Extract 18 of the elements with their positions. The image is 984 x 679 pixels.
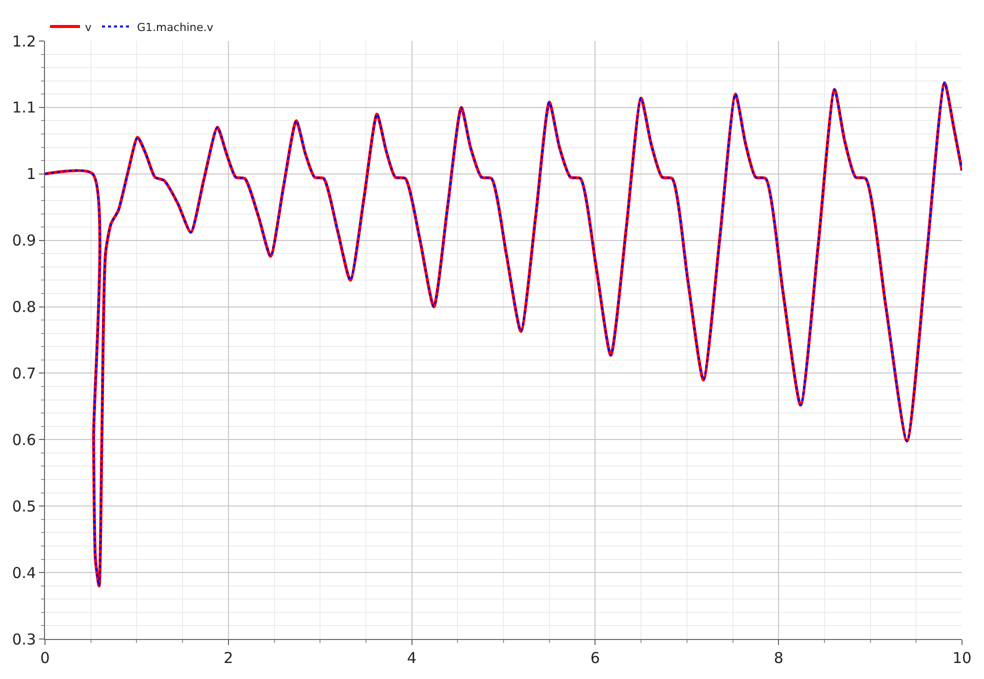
x-tick-label: 6 [590,649,600,667]
y-tick-label: 1 [26,165,36,184]
legend-label: v [85,20,92,34]
x-tick-label: 2 [224,649,234,667]
y-tick-label: 1.1 [12,98,36,117]
y-tick-label: 1.2 [12,32,36,50]
y-tick-label: 0.9 [12,232,36,250]
x-tick-label: 8 [774,649,784,667]
y-tick-label: 0.7 [12,364,36,382]
x-tick-label: 10 [952,649,972,667]
y-tick-label: 0.4 [12,564,36,582]
x-tick-label: 0 [40,649,50,667]
x-tick-label: 4 [407,649,417,667]
y-tick-label: 0.6 [12,430,36,449]
legend-label: G1.machine.v [137,20,214,34]
y-tick-label: 0.3 [12,630,36,648]
y-tick-label: 0.8 [12,298,36,316]
y-tick-label: 0.5 [12,497,36,516]
